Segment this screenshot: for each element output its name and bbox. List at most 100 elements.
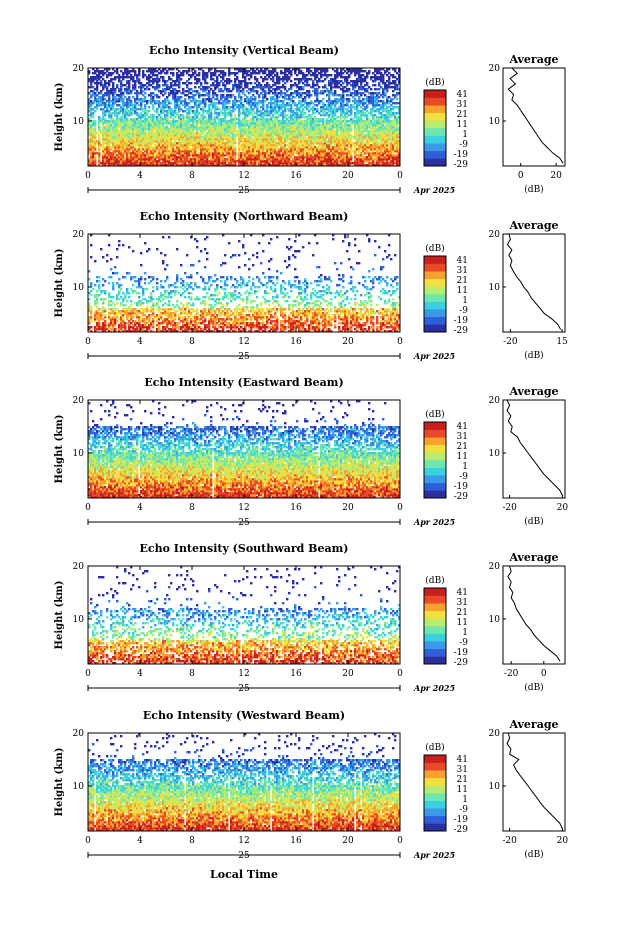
- heatmap-cell: [254, 86, 257, 89]
- heatmap-cell: [206, 86, 209, 89]
- heatmap-cell: [238, 120, 241, 123]
- heatmap-cell: [240, 152, 243, 155]
- heatmap-cell: [306, 128, 309, 131]
- heatmap-cell: [162, 90, 165, 93]
- heatmap-cell: [92, 164, 95, 167]
- heatmap-cell: [102, 70, 105, 73]
- heatmap-cell: [300, 94, 303, 97]
- heatmap-cell: [112, 130, 115, 133]
- heatmap-cell: [304, 78, 307, 81]
- heatmap-cell: [216, 112, 219, 115]
- heatmap-cell: [308, 70, 311, 73]
- heatmap-cell: [274, 164, 277, 167]
- heatmap-cell: [104, 142, 107, 145]
- heatmap-cell: [164, 140, 167, 143]
- heatmap-cell: [136, 94, 139, 97]
- heatmap-cell: [206, 120, 209, 123]
- heatmap-cell: [222, 122, 225, 125]
- heatmap-cell: [240, 128, 243, 131]
- heatmap-cell: [248, 70, 251, 73]
- heatmap-cell: [202, 132, 205, 135]
- heatmap-cell: [162, 130, 165, 133]
- heatmap-cell: [274, 140, 277, 143]
- heatmap-cell: [276, 116, 279, 119]
- heatmap-cell: [186, 104, 189, 107]
- heatmap-cell: [282, 142, 285, 145]
- heatmap-cell: [256, 132, 259, 135]
- heatmap-cell: [108, 114, 111, 117]
- heatmap-cell: [262, 152, 265, 155]
- heatmap-cell: [172, 130, 175, 133]
- heatmap-cell: [122, 134, 125, 137]
- heatmap-cell: [174, 122, 177, 125]
- heatmap-cell: [260, 146, 263, 149]
- heatmap-cell: [286, 134, 289, 137]
- heatmap-cell: [158, 106, 161, 109]
- heatmap-cell: [308, 164, 311, 167]
- heatmap-cell: [320, 136, 323, 139]
- heatmap-cell: [284, 70, 287, 73]
- heatmap-cell: [278, 124, 281, 127]
- heatmap-cell: [134, 148, 137, 151]
- heatmap-cell: [276, 160, 279, 163]
- heatmap-cell: [320, 158, 323, 161]
- heatmap-cell: [192, 96, 195, 99]
- heatmap-cell: [146, 152, 149, 155]
- heatmap-cell: [232, 156, 235, 159]
- heatmap-cell: [136, 76, 139, 79]
- heatmap-cell: [266, 112, 269, 115]
- heatmap-cell: [296, 112, 299, 115]
- heatmap-cell: [294, 122, 297, 125]
- heatmap-cell: [246, 84, 249, 87]
- heatmap-cell: [194, 158, 197, 161]
- heatmap-cell: [234, 154, 237, 157]
- heatmap-cell: [118, 158, 121, 161]
- heatmap-cell: [234, 124, 237, 127]
- heatmap-cell: [200, 120, 203, 123]
- heatmap-cell: [284, 124, 287, 127]
- heatmap-cell: [110, 108, 113, 111]
- heatmap-cell: [118, 112, 121, 115]
- heatmap-cell: [114, 132, 117, 135]
- heatmap-cell: [102, 104, 105, 107]
- heatmap-cell: [106, 146, 109, 149]
- heatmap-cell: [166, 80, 169, 83]
- heatmap-cell: [164, 116, 167, 119]
- heatmap-cell: [272, 98, 275, 101]
- heatmap-cell: [220, 150, 223, 153]
- heatmap-cell: [296, 128, 299, 131]
- heatmap-cell: [320, 106, 323, 109]
- heatmap-cell: [172, 146, 175, 149]
- heatmap-cell: [148, 144, 151, 147]
- heatmap-cell: [270, 116, 273, 119]
- heatmap-cell: [178, 122, 181, 125]
- heatmap-cell: [314, 162, 317, 165]
- heatmap-cell: [294, 132, 297, 135]
- heatmap-cell: [262, 132, 265, 135]
- heatmap-cell: [126, 88, 129, 91]
- heatmap-cell: [128, 132, 131, 135]
- heatmap-cell: [186, 154, 189, 157]
- heatmap-cell: [106, 140, 109, 143]
- heatmap-cell: [244, 128, 247, 131]
- heatmap-cell: [112, 158, 115, 161]
- heatmap-cell: [266, 84, 269, 87]
- heatmap-cell: [222, 112, 225, 115]
- heatmap-cell: [98, 70, 101, 73]
- heatmap-cell: [242, 138, 245, 141]
- heatmap-cell: [242, 72, 245, 75]
- heatmap-cell: [264, 122, 267, 125]
- heatmap-cell: [284, 162, 287, 165]
- heatmap-cell: [300, 130, 303, 133]
- heatmap-cell: [234, 136, 237, 139]
- heatmap-cell: [124, 110, 127, 113]
- heatmap-cell: [206, 138, 209, 141]
- heatmap-cell: [272, 110, 275, 113]
- heatmap-cell: [208, 126, 211, 129]
- heatmap-cell: [286, 132, 289, 135]
- heatmap-cell: [200, 158, 203, 161]
- heatmap-cell: [250, 74, 253, 77]
- heatmap-cell: [104, 98, 107, 101]
- heatmap-cell: [164, 72, 167, 75]
- heatmap-cell: [288, 136, 291, 139]
